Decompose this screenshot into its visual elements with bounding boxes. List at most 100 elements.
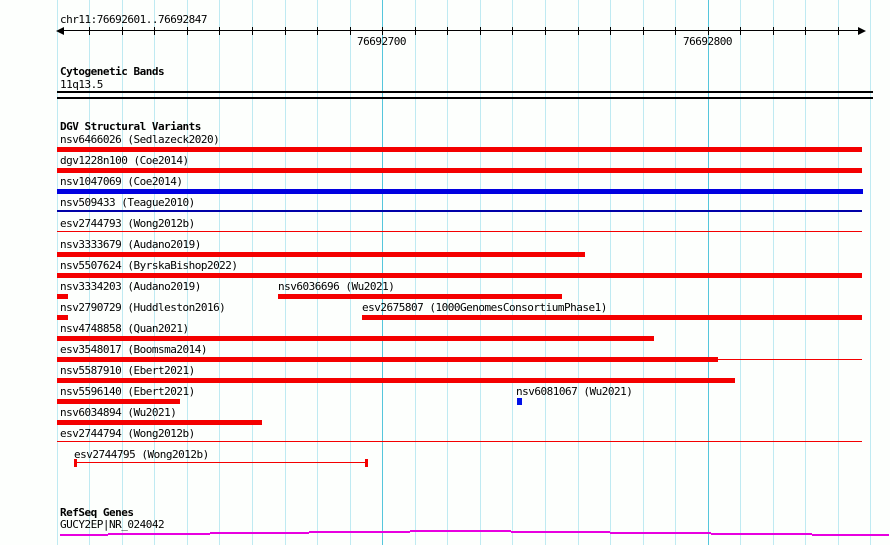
gridline — [838, 0, 839, 545]
gridline — [252, 0, 253, 545]
ruler-position-label: 76692700 — [357, 35, 406, 48]
gridline — [643, 0, 644, 545]
gene-line-segment — [309, 531, 410, 533]
variant-label[interactable]: esv2744794 (Wong2012b) — [60, 427, 195, 440]
variant-bar[interactable] — [57, 399, 180, 404]
variant-bar[interactable] — [57, 378, 735, 383]
variant-bar[interactable] — [57, 168, 862, 173]
gridline — [350, 0, 351, 545]
gridline — [870, 0, 871, 545]
ruler-tick — [187, 27, 188, 35]
gridline — [219, 0, 220, 545]
ruler-tick — [805, 27, 806, 35]
gridline — [578, 0, 579, 545]
ruler-tick — [350, 27, 351, 35]
variant-label[interactable]: nsv509433 (Teague2010) — [60, 196, 195, 209]
variant-bar[interactable] — [57, 252, 585, 257]
ruler-tick — [89, 27, 90, 35]
ruler-tick — [610, 27, 611, 35]
cytoband-box[interactable] — [57, 91, 873, 99]
gridline-major — [382, 0, 383, 545]
variant-bar[interactable] — [57, 441, 862, 442]
ruler-tick — [480, 27, 481, 35]
gene-line-segment — [210, 532, 309, 534]
ruler-tick — [285, 27, 286, 35]
variant-label[interactable]: esv3548017 (Boomsma2014) — [60, 343, 207, 356]
variant-label[interactable]: nsv6466026 (Sedlazeck2020) — [60, 133, 220, 146]
gridline — [773, 0, 774, 545]
ruler-tick — [643, 27, 644, 35]
ruler-tick — [252, 27, 253, 35]
variant-bar[interactable] — [57, 420, 262, 425]
cytogenetic-header: Cytogenetic Bands — [60, 65, 165, 78]
variant-label[interactable]: nsv5507624 (ByrskaBishop2022) — [60, 259, 238, 272]
variant-label[interactable]: nsv5587910 (Ebert2021) — [60, 364, 195, 377]
variant-bar[interactable] — [278, 294, 562, 299]
gene-line-segment — [410, 530, 511, 532]
gridline — [187, 0, 188, 545]
refseq-header: RefSeq Genes — [60, 506, 134, 519]
ruler-tick — [545, 27, 546, 35]
ruler-tick — [578, 27, 579, 35]
gridline — [285, 0, 286, 545]
gene-line-segment — [610, 532, 711, 534]
variant-label[interactable]: nsv3334203 (Audano2019) — [60, 280, 201, 293]
variant-bar[interactable] — [362, 315, 862, 320]
gene-line-segment — [511, 531, 610, 533]
gridline — [57, 0, 58, 545]
variant-label[interactable]: esv2675807 (1000GenomesConsortiumPhase1) — [362, 301, 607, 314]
gene-line-segment — [711, 533, 812, 535]
gene-line-segment — [108, 533, 210, 535]
ruler-tick — [447, 27, 448, 35]
variant-bar[interactable] — [718, 359, 862, 360]
gridline — [154, 0, 155, 545]
variant-bar[interactable] — [365, 459, 368, 467]
gridline — [675, 0, 676, 545]
variant-label[interactable]: esv2744793 (Wong2012b) — [60, 217, 195, 230]
ruler-tick — [773, 27, 774, 35]
variant-label[interactable]: nsv6034894 (Wu2021) — [60, 406, 177, 419]
variant-bar[interactable] — [57, 294, 68, 299]
variant-bar[interactable] — [74, 459, 77, 467]
ruler-tick — [317, 27, 318, 35]
variant-bar[interactable] — [57, 147, 862, 152]
ruler-tick — [415, 27, 416, 35]
gridline — [512, 0, 513, 545]
variant-bar[interactable] — [57, 189, 863, 194]
gene-line-segment — [812, 534, 889, 536]
variant-bar[interactable] — [57, 336, 654, 341]
gridline — [480, 0, 481, 545]
variant-bar[interactable] — [57, 357, 718, 362]
variant-label[interactable]: esv2744795 (Wong2012b) — [74, 448, 209, 461]
variant-label[interactable]: dgv1228n100 (Coe2014) — [60, 154, 189, 167]
ruler-tick — [154, 27, 155, 35]
variant-label[interactable]: nsv6081067 (Wu2021) — [516, 385, 633, 398]
ruler-line — [60, 30, 861, 31]
variant-bar[interactable] — [57, 315, 68, 320]
gridline — [545, 0, 546, 545]
cytoband-label[interactable]: 11q13.5 — [60, 78, 103, 91]
variant-bar[interactable] — [57, 210, 862, 212]
region-title: chr11:76692601..76692847 — [60, 13, 207, 26]
variant-label[interactable]: nsv6036696 (Wu2021) — [278, 280, 395, 293]
variant-label[interactable]: nsv2790729 (Huddleston2016) — [60, 301, 226, 314]
ruler-right-arrow-icon — [858, 27, 866, 35]
ruler-position-label: 76692800 — [683, 35, 732, 48]
ruler-tick — [675, 27, 676, 35]
variant-bar[interactable] — [517, 398, 522, 405]
variant-bar[interactable] — [57, 273, 862, 278]
gene-label[interactable]: GUCY2EP|NR_024042 — [60, 518, 165, 531]
ruler-tick — [740, 27, 741, 35]
ruler-left-arrow-icon — [56, 27, 64, 35]
variant-label[interactable]: nsv5596140 (Ebert2021) — [60, 385, 195, 398]
variant-label[interactable]: nsv3333679 (Audano2019) — [60, 238, 201, 251]
variant-label[interactable]: nsv4748858 (Quan2021) — [60, 322, 189, 335]
gridline — [740, 0, 741, 545]
variant-bar[interactable] — [57, 231, 862, 232]
variant-bar[interactable] — [76, 462, 368, 463]
ruler-tick — [122, 27, 123, 35]
dgv-header: DGV Structural Variants — [60, 120, 201, 133]
gridline-major — [708, 0, 709, 545]
variant-label[interactable]: nsv1047069 (Coe2014) — [60, 175, 183, 188]
gridline — [415, 0, 416, 545]
